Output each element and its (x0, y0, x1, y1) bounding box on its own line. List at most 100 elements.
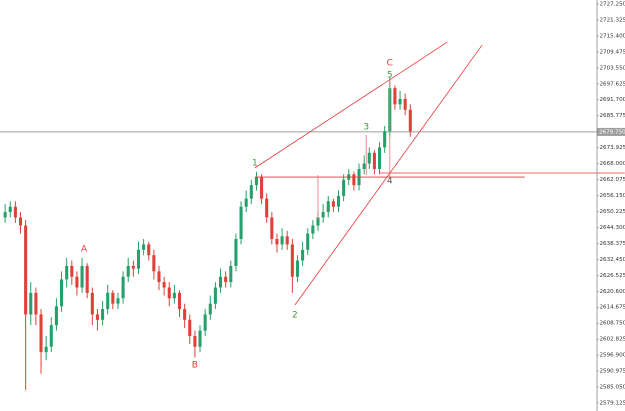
candle-body (285, 236, 289, 245)
current-price-label: 2679.750 (599, 129, 625, 135)
candle-body (229, 265, 233, 283)
candle-body (172, 292, 176, 299)
candle-body (213, 287, 217, 304)
candle-body (167, 287, 171, 299)
candle-body (111, 292, 115, 304)
y-tick-label: 2673.925 (600, 145, 625, 151)
candle-body (326, 201, 330, 213)
y-tick-label: 2644.300 (600, 225, 625, 231)
candle-body (147, 244, 151, 256)
y-tick-label: 2715.400 (600, 33, 625, 39)
candle-body (295, 260, 300, 277)
y-tick-label: 2626.525 (600, 273, 625, 279)
candle-body (24, 225, 28, 315)
candle-body (39, 314, 43, 353)
candle-body (3, 212, 7, 218)
wave-label: 3 (363, 122, 369, 132)
y-tick-label: 2697.625 (600, 81, 625, 87)
candle-body (162, 282, 166, 288)
candle-body (101, 309, 105, 320)
candles (3, 77, 412, 390)
candle-body (126, 265, 130, 277)
y-tick-label: 2620.600 (600, 289, 625, 295)
candle-body (75, 276, 79, 288)
y-tick-label: 2650.225 (600, 209, 625, 215)
trend-line (294, 44, 483, 306)
candle-body (224, 276, 228, 283)
candle-body (152, 255, 156, 272)
wave-label: 4 (387, 177, 393, 187)
candle-body (254, 177, 258, 186)
candle-body (331, 201, 335, 207)
candle-body (311, 225, 315, 234)
y-tick-label: 2579.125 (600, 400, 625, 406)
wave-label: B (192, 361, 198, 371)
drawings: A B 1 2 3 4 5C (81, 41, 625, 371)
candle-body (306, 233, 310, 250)
candle-body (208, 303, 212, 315)
candle-body (8, 206, 12, 213)
candle-body (193, 335, 197, 347)
y-tick-label: 2602.825 (600, 337, 625, 343)
y-tick-label: 2638.375 (600, 241, 625, 247)
candle-body (393, 88, 397, 105)
candle-body (239, 206, 243, 240)
candle-body (362, 163, 366, 169)
trend-line (254, 41, 448, 169)
candle-body (188, 319, 192, 336)
y-tick-label: 2632.450 (600, 257, 625, 263)
y-tick-label: 2685.775 (600, 113, 625, 119)
candle-body (321, 212, 325, 218)
candle-body (65, 265, 69, 280)
candle-body (60, 279, 64, 307)
wave-label: 2 (292, 310, 298, 320)
wave-label: 5 (387, 70, 393, 80)
candle-body (90, 292, 94, 315)
candle-body (13, 206, 17, 218)
candle-body (131, 265, 135, 269)
wave-label: C (387, 59, 393, 69)
candle-body (249, 185, 253, 199)
y-tick-label: 2596.900 (600, 353, 625, 359)
y-tick-label: 2703.550 (600, 65, 625, 71)
y-tick-label: 2656.150 (600, 193, 625, 199)
wave-label: 1 (252, 159, 258, 169)
candle-body (352, 174, 356, 186)
candle-body (403, 98, 407, 110)
candle-body (18, 217, 23, 226)
candle-body (203, 314, 207, 331)
candle-body (44, 346, 48, 353)
candle-body (106, 292, 110, 310)
y-tick-label: 2608.750 (600, 321, 625, 327)
y-tick-label: 2721.325 (600, 17, 625, 23)
candle-body (270, 217, 274, 240)
candle-body (54, 306, 58, 326)
candle-body (301, 249, 305, 261)
candle-body (280, 236, 284, 245)
y-tick-label: 2662.075 (600, 177, 625, 183)
candle-body (183, 309, 187, 320)
candle-body (198, 330, 202, 347)
candle-body (316, 217, 320, 226)
y-tick-label: 2668.000 (600, 161, 625, 167)
candle-body (372, 152, 376, 169)
candle-body (398, 98, 402, 105)
candle-body (177, 292, 182, 310)
candle-body (260, 177, 264, 199)
y-tick-label: 2709.475 (600, 49, 625, 55)
wave-label: A (81, 244, 88, 254)
candle-body (70, 265, 74, 277)
candle-body (244, 198, 248, 207)
y-tick-label: 2585.050 (600, 385, 625, 391)
candle-body (377, 147, 382, 169)
candle-body (80, 265, 84, 288)
candle-body (157, 271, 161, 283)
candle-body (49, 325, 53, 347)
candle-body (367, 152, 371, 164)
candle-body (142, 244, 146, 250)
candle-body (234, 239, 238, 266)
candle-body (116, 298, 120, 304)
